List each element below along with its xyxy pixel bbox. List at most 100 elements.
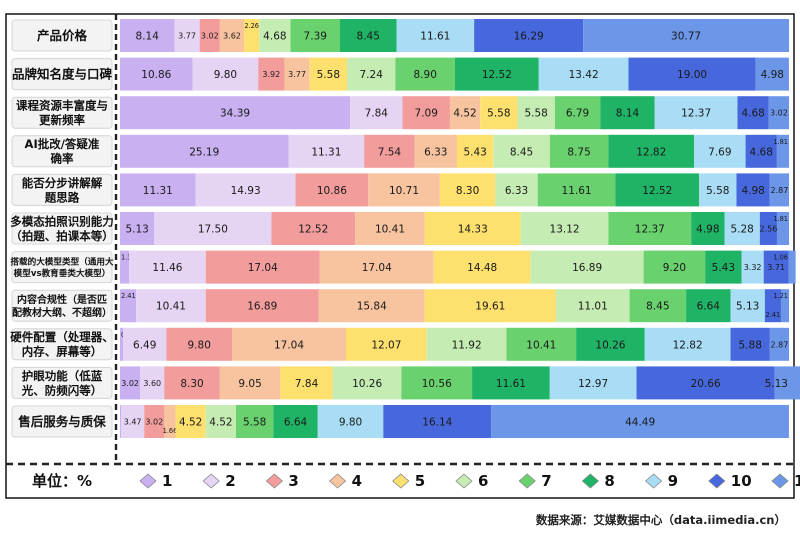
value-label: 10.86 — [317, 185, 347, 197]
category-label-text: 产品价格 — [37, 28, 88, 43]
bar-segment — [730, 327, 770, 361]
value-label: 14.48 — [467, 262, 497, 274]
category-label-text: 硬件配置（处理器、 — [10, 330, 114, 344]
bar-segment — [205, 250, 320, 284]
bar-segment — [284, 57, 310, 91]
bar-segment — [506, 327, 577, 361]
value-label: 10.41 — [526, 339, 556, 351]
value-label: 10.26 — [595, 339, 625, 351]
value-label: 34.39 — [220, 108, 250, 120]
category-label-text: 题思路 — [45, 190, 80, 204]
legend: 单位：% 1 2 3 4 5 6 7 8 9 10 11 — [32, 472, 800, 490]
category-label-text: 光、防频闪等） — [21, 383, 103, 397]
value-label: 9.20 — [663, 262, 686, 274]
bar-segment — [205, 405, 237, 438]
bar-segment — [164, 366, 220, 400]
bar-segment — [764, 289, 781, 323]
value-label: 19.61 — [475, 301, 505, 313]
bar-segment — [788, 250, 796, 284]
bar-segment — [636, 366, 775, 400]
value-label: 16.89 — [247, 301, 277, 313]
bar-segment — [244, 19, 260, 52]
bar-segment — [140, 366, 165, 400]
bar-segment — [205, 289, 319, 323]
legend-swatch — [202, 473, 220, 489]
bar-segment — [259, 19, 291, 52]
legend-swatch — [581, 473, 600, 489]
bar-segment — [426, 327, 507, 361]
value-label: 3.02 — [145, 418, 163, 427]
bar-segment — [736, 173, 770, 207]
legend-label: 6 — [478, 472, 488, 490]
bar-segment — [401, 366, 473, 400]
value-label: 11.61 — [420, 31, 450, 43]
value-label: 6.33 — [505, 185, 528, 197]
category-label-box — [11, 405, 113, 438]
value-label: 8.45 — [510, 146, 533, 158]
bar-segment — [120, 366, 141, 400]
bar-segment — [396, 19, 475, 52]
value-label: 6.33 — [424, 146, 447, 158]
bar-segment — [737, 96, 769, 130]
value-label: 5.58 — [487, 108, 510, 120]
bar-segment — [144, 405, 165, 438]
value-label: 12.97 — [578, 378, 608, 390]
value-label: 5.13 — [765, 378, 788, 390]
bar-segment — [192, 57, 259, 91]
category-label-text: 品牌知名度与口碑 — [12, 67, 113, 82]
category-label-box — [11, 289, 113, 322]
bar-segment — [271, 212, 356, 245]
value-label: 12.52 — [642, 185, 672, 197]
value-label: 17.04 — [362, 262, 392, 274]
bar-segment — [654, 96, 738, 130]
legend-swatch — [265, 473, 284, 489]
bar-segment — [319, 250, 434, 284]
legend-label: 3 — [288, 472, 298, 490]
category-label: 品牌知名度与口碑 — [11, 58, 113, 91]
value-label: 13.42 — [569, 69, 599, 81]
value-label: 11.92 — [452, 339, 482, 351]
category-label-text: 护眼功能（低蓝 — [22, 369, 103, 383]
legend-label: 2 — [225, 472, 235, 490]
legend-item: 1 — [139, 472, 172, 490]
value-label: 2.87 — [770, 186, 788, 195]
bar-segment — [219, 19, 245, 52]
value-label: 3.32 — [744, 263, 762, 272]
bar-segment — [346, 57, 396, 91]
bar-segment — [686, 289, 731, 323]
value-label: 5.58 — [243, 417, 266, 429]
value-label: 10.86 — [141, 69, 171, 81]
bar-segment — [549, 134, 609, 168]
bar-segment — [555, 289, 630, 323]
bar-segment — [691, 212, 725, 245]
bar-row: 0.153.473.021.664.524.525.586.649.8016.1… — [120, 405, 789, 438]
category-label-text: 更新频率 — [39, 113, 85, 127]
bar-segment — [643, 250, 706, 284]
value-label: 17.50 — [198, 224, 228, 236]
bar-segment — [120, 96, 351, 130]
bar-segment — [439, 173, 496, 207]
bar-segment — [763, 250, 789, 284]
bar-segment — [120, 327, 124, 361]
category-label-box — [11, 212, 113, 245]
value-label: 19.00 — [677, 69, 707, 81]
bar-segment — [768, 96, 789, 130]
value-label: 12.52 — [298, 224, 328, 236]
category-label-box — [11, 19, 113, 52]
bar-segment — [520, 212, 609, 245]
bar-segment — [517, 96, 555, 130]
value-label: 4.98 — [696, 224, 719, 236]
bar-segment — [608, 134, 695, 168]
bar-segment — [175, 405, 206, 438]
bar-segment — [629, 289, 687, 323]
value-label: 2.26 — [244, 22, 259, 30]
category-label-text: 搭载的大模型类型（通用大 — [10, 255, 114, 267]
bar-segment — [290, 19, 340, 52]
category-label: 护眼功能（低蓝光、防频闪等） — [11, 366, 113, 399]
value-label: 11.31 — [311, 146, 341, 158]
bar-segment — [120, 19, 175, 52]
